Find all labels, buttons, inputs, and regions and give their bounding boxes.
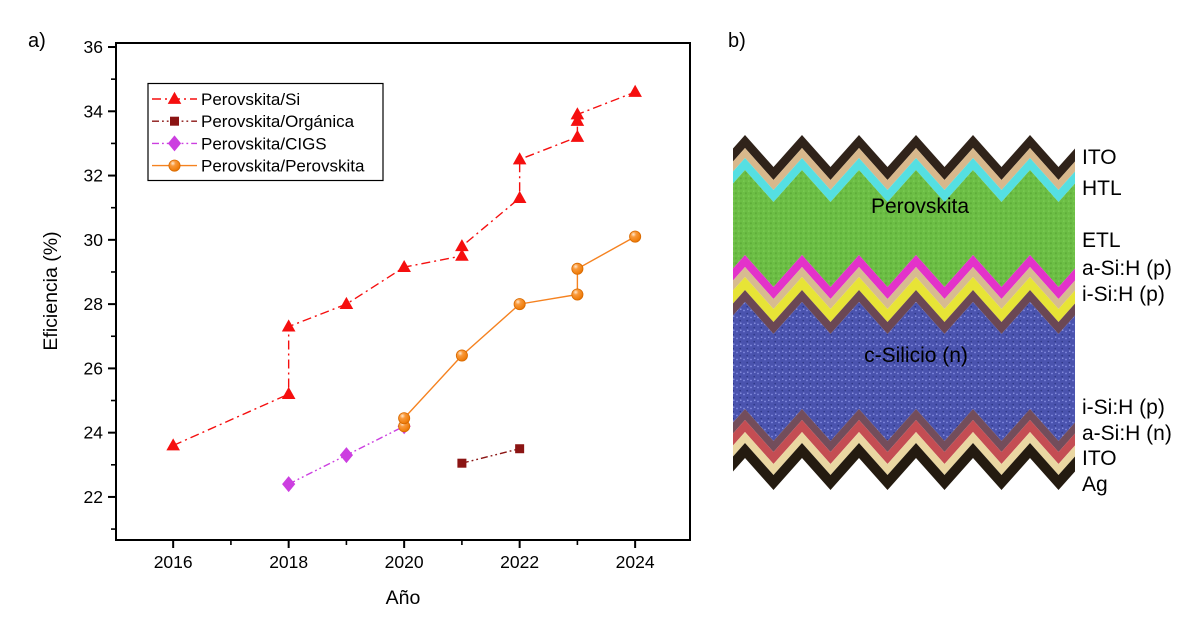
y-tick-label: 24 — [84, 423, 104, 443]
marker-triangle — [166, 438, 180, 451]
side-label-ito: ITO — [1082, 146, 1117, 169]
legend-item-perovskita-si: Perovskita/Si — [152, 90, 300, 109]
layer-a-si-h-p — [733, 277, 1075, 322]
marker-sphere — [513, 298, 526, 311]
y-tick-label: 30 — [84, 230, 104, 250]
y-tick-label: 22 — [84, 487, 103, 507]
side-label-htl: HTL — [1082, 177, 1122, 200]
marker-triangle — [167, 91, 182, 104]
series-perovskita-org-nica — [457, 444, 525, 468]
series-perovskita-cigs — [282, 418, 411, 493]
legend-label: Perovskita/Si — [201, 90, 300, 109]
marker-triangle — [628, 84, 642, 97]
x-tick-label: 2024 — [616, 552, 655, 572]
x-axis-title: Año — [386, 587, 421, 609]
bulk-label-c-silicio-n: c-Silicio (n) — [864, 344, 968, 367]
layer-i-si-h-p-top — [733, 290, 1075, 334]
layer-a-si-h-n — [733, 420, 1075, 464]
bulk-label-perovskita: Perovskita — [871, 195, 969, 218]
efficiency-chart: 2016 2018 2020 2022 2024 22 24 26 28 30 32 34 36 Pero… — [84, 37, 691, 572]
marker-triangle — [512, 152, 527, 165]
layer-i-si-h-p-bottom — [733, 409, 1075, 452]
marker-sphere — [168, 159, 181, 172]
side-label-i-si-h-p: i-Si:H (p) — [1082, 283, 1165, 306]
marker-triangle — [281, 319, 296, 332]
layer-ito-bottom — [733, 432, 1075, 475]
marker-diamond — [282, 476, 296, 493]
y-tick-label: 28 — [84, 294, 103, 314]
layer-ito-top — [733, 148, 1075, 190]
marker-triangle — [397, 259, 411, 273]
series-perovskita-si — [166, 84, 642, 451]
marker-diamond — [167, 135, 182, 152]
marker-sphere — [398, 412, 411, 425]
y-tick-label: 32 — [84, 166, 103, 186]
series-perovskita-perovskita — [398, 230, 642, 433]
side-label-i-si-h-p: i-Si:H (p) — [1082, 396, 1165, 419]
marker-triangle — [339, 296, 354, 310]
x-tick-label: 2020 — [385, 552, 424, 572]
marker-diamond — [339, 447, 354, 464]
y-tick-label: 34 — [84, 101, 104, 121]
marker-triangle — [570, 107, 585, 120]
panel-b-label: b) — [728, 30, 746, 52]
tandem-stack-diagram: Perovskita c-Silicio (n) ITO HTL ETL a-Si:H (… — [733, 135, 1172, 496]
marker-sphere — [455, 349, 468, 362]
legend-label: Perovskita/CIGS — [201, 134, 327, 153]
side-label-a-si-h-n: a-Si:H (n) — [1082, 422, 1172, 445]
marker-triangle — [570, 129, 585, 142]
side-label-ag: Ag — [1082, 473, 1108, 496]
y-tick-label: 26 — [84, 358, 103, 378]
layer-htl — [733, 158, 1075, 202]
legend-item-perovskita-org-nica: Perovskita/Orgánica — [152, 112, 355, 131]
legend-item-perovskita-cigs: Perovskita/CIGS — [152, 134, 327, 153]
series-line — [403, 236, 636, 427]
legend-label: Perovskita/Orgánica — [201, 112, 355, 131]
series-line — [461, 448, 520, 464]
layer-perovskita-bulk — [733, 170, 1075, 287]
layer-top-dark-contact — [733, 135, 1075, 180]
marker-triangle — [570, 113, 585, 126]
plot-frame — [115, 42, 691, 541]
marker-square — [170, 116, 179, 126]
x-tick-label: 2022 — [500, 552, 539, 572]
side-label-ito: ITO — [1082, 447, 1117, 470]
marker-triangle — [455, 239, 469, 252]
marker-triangle — [281, 386, 296, 399]
marker-square — [457, 458, 467, 468]
side-label-a-si-h-p: a-Si:H (p) — [1082, 257, 1172, 280]
panel-a-label: a) — [28, 30, 46, 52]
marker-triangle — [512, 190, 527, 203]
marker-sphere — [571, 288, 584, 301]
x-tick-label: 2016 — [154, 552, 193, 572]
marker-sphere — [629, 230, 642, 243]
layer-recombination-ito — [733, 267, 1075, 309]
marker-triangle — [455, 248, 469, 261]
legend-label: Perovskita/Perovskita — [201, 157, 365, 176]
y-tick-label: 36 — [84, 37, 103, 57]
marker-square — [515, 444, 525, 454]
marker-sphere — [571, 262, 584, 275]
layer-etl — [733, 255, 1075, 299]
legend: Perovskita/Si Perovskita/Orgánica Perovski… — [147, 82, 384, 182]
x-tick-label: 2018 — [269, 552, 308, 572]
legend-item-perovskita-perovskita: Perovskita/Perovskita — [152, 157, 365, 176]
layer-ag — [733, 443, 1075, 490]
legend-box — [147, 82, 384, 182]
side-label-etl: ETL — [1082, 229, 1121, 252]
layer-c-silicio-bulk — [733, 302, 1075, 441]
y-axis-title: Eficiencia (%) — [40, 231, 62, 350]
